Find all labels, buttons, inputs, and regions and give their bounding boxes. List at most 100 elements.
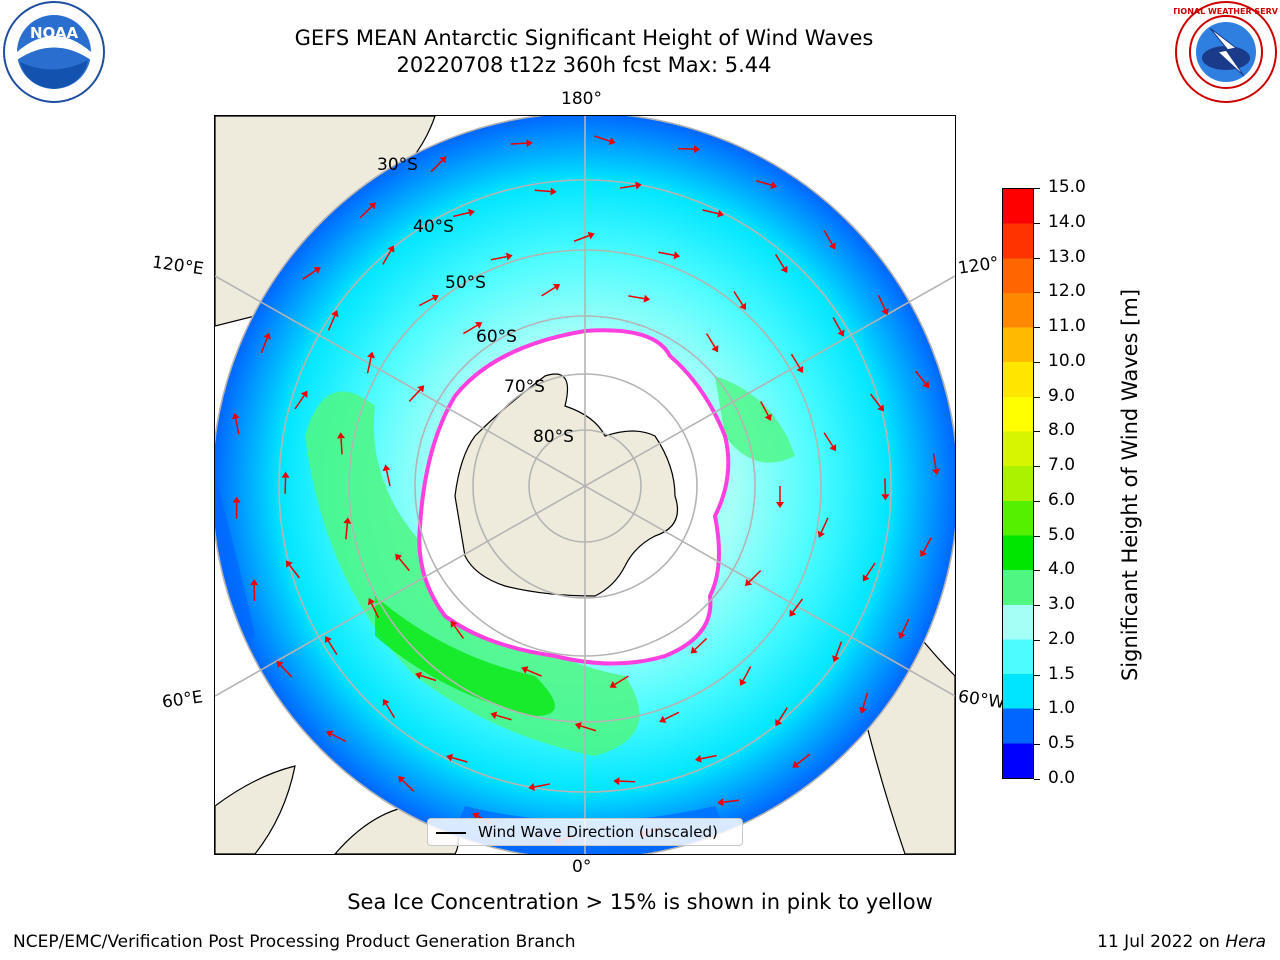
wave-arrow-shaft	[835, 641, 843, 657]
wave-arrow-shaft	[865, 562, 876, 577]
wave-arrow-shaft	[678, 147, 695, 150]
colorbar-tick-label: 15.0	[1048, 177, 1086, 197]
wave-arrow-head	[367, 351, 375, 359]
wave-arrow-head	[368, 202, 376, 210]
wave-arrow-shaft	[302, 269, 317, 280]
wave-arrow-head	[285, 560, 293, 568]
lon-label-60e: 60°E	[160, 687, 205, 713]
svg-text:NOAA: NOAA	[30, 24, 79, 42]
colorbar-tick-label: 5.0	[1048, 524, 1076, 545]
wave-arrow-head	[932, 468, 940, 476]
colorbar-tick	[1034, 744, 1040, 746]
wave-arrow-shaft	[823, 230, 833, 245]
lat-label-30s: 30°S	[377, 155, 418, 175]
colorbar-tick	[1034, 570, 1040, 572]
wave-band-4to5	[375, 596, 555, 716]
colorbar-tick-label: 10.0	[1048, 350, 1086, 371]
lat-label-40s: 40°S	[413, 217, 454, 237]
wave-arrow-head	[331, 310, 339, 318]
wave-arrow-shaft	[594, 135, 611, 142]
wave-arrow-shaft	[385, 470, 391, 487]
wave-arrow-shaft	[748, 570, 762, 583]
wave-arrow-head	[343, 517, 352, 524]
wave-arrow-head	[717, 209, 725, 218]
colorbar-tick	[1034, 257, 1040, 259]
wave-arrow-head	[574, 722, 582, 730]
wave-arrow-shaft	[778, 707, 788, 722]
wave-arrow-head	[792, 760, 800, 768]
footer-date: 11 Jul 2022 on Hera	[1097, 932, 1266, 952]
colorbar-tick-label: 0.5	[1048, 733, 1076, 754]
wave-arrow-head	[587, 231, 595, 240]
wave-arrow-head	[367, 598, 376, 606]
wave-arrow-shaft	[658, 251, 675, 257]
colorbar-tick-label: 14.0	[1048, 211, 1086, 232]
wave-arrow-shaft	[619, 780, 636, 783]
wave-arrow-shaft	[580, 725, 597, 732]
wave-arrow-head	[609, 681, 617, 688]
wave-arrow-head	[526, 139, 533, 148]
colorbar-tick	[1034, 222, 1040, 224]
lat-label-70s: 70°S	[504, 377, 545, 397]
colorbar-tick-label: 9.0	[1048, 385, 1076, 406]
wave-arrow-head	[613, 777, 620, 786]
colorbar-tick-label: 2.0	[1048, 628, 1076, 649]
colorbar-tick-label: 1.0	[1048, 698, 1076, 719]
wave-arrow-head	[324, 635, 332, 644]
wave-arrow-head	[881, 494, 890, 501]
wave-arrow-head	[382, 698, 390, 707]
wave-arrow-shaft	[790, 353, 801, 369]
wave-arrow-shaft	[526, 669, 542, 677]
wave-arrow-head	[859, 706, 867, 714]
wave-arrow-shaft	[702, 209, 719, 215]
graticule	[215, 116, 955, 854]
wave-arrow-head	[417, 385, 425, 393]
wind-wave-arrows	[231, 135, 940, 845]
wave-arrow-head	[776, 502, 784, 508]
wave-arrow-head	[431, 294, 439, 302]
wave-arrow-shaft	[792, 598, 804, 613]
wave-arrow-shaft	[869, 393, 881, 408]
wave-arrow-head	[920, 549, 928, 558]
colorbar-tick-label: 7.0	[1048, 455, 1076, 476]
lon-label-180: 180°	[561, 89, 602, 109]
wave-arrow-head	[608, 137, 616, 145]
wave-arrow-shaft	[340, 438, 343, 455]
colorbar-tick-label: 3.0	[1048, 594, 1076, 615]
wave-arrow-shaft	[408, 389, 421, 402]
footer-credit: NCEP/EMC/Verification Post Processing Pr…	[13, 932, 576, 952]
wave-arrow-shaft	[573, 234, 590, 242]
wave-arrow-head	[505, 252, 513, 261]
wave-arrow-head	[690, 646, 698, 654]
wave-arrow-head	[415, 671, 423, 680]
noaa-logo: NOAA	[2, 0, 106, 108]
wave-arrow-shaft	[619, 184, 636, 189]
colorbar-tick-label: 12.0	[1048, 281, 1086, 302]
wave-arrow-shaft	[294, 395, 305, 410]
wave-arrow-head	[837, 329, 845, 337]
lon-label-120w: 120°	[956, 253, 1001, 279]
lat-label-50s: 50°S	[445, 273, 486, 293]
colorbar-tick-label: 13.0	[1048, 246, 1086, 267]
wave-arrow-shaft	[877, 294, 886, 311]
legend-label: Wind Wave Direction (unscaled)	[478, 823, 718, 841]
wave-arrow-head	[550, 187, 557, 196]
wave-arrow-shaft	[490, 255, 507, 261]
colorbar-tick	[1034, 431, 1040, 433]
nws-logo: NATIONAL WEATHER SERVICE	[1160, 0, 1280, 108]
wave-arrow-head	[775, 719, 783, 727]
wave-arrow-head	[446, 753, 454, 762]
colorbar-tick	[1034, 292, 1040, 294]
wave-arrow-head	[862, 574, 870, 582]
colorbar-tick	[1034, 639, 1040, 641]
wave-band-east	[715, 376, 795, 463]
map-svg: 30°S 40°S 50°S 60°S 70°S 80°S	[215, 116, 955, 854]
wave-arrow-shaft	[451, 756, 468, 763]
legend-line	[436, 832, 466, 834]
wave-arrow-shaft	[288, 564, 301, 579]
wave-arrow-shaft	[832, 317, 842, 332]
wave-arrow-shaft	[541, 286, 556, 297]
wave-arrow-head	[300, 390, 308, 398]
colorbar-tick-label: 8.0	[1048, 420, 1076, 441]
colorbar-tick-label: 0.0	[1048, 768, 1076, 788]
